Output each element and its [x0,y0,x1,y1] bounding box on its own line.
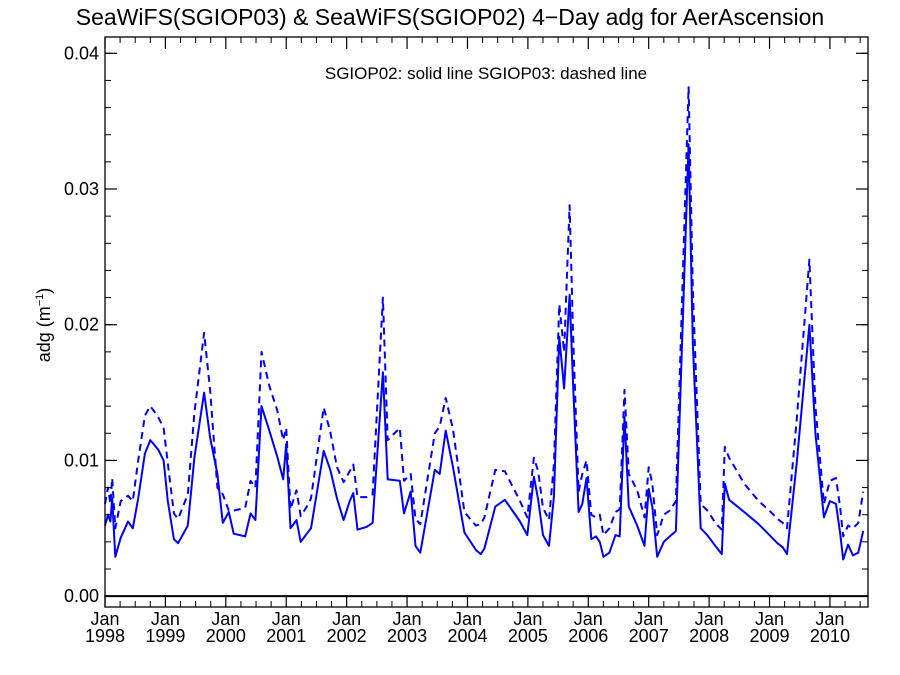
plot-frame [104,36,869,608]
x-tick-label-year: 2003 [387,626,427,646]
y-tick-label: 0.01 [64,450,99,470]
x-tick-label-month: Jan [815,609,844,629]
x-tick-label-month: Jan [513,609,542,629]
y-tick-label: 0.03 [64,179,99,199]
x-tick-label-month: Jan [453,609,482,629]
x-tick-label-month: Jan [574,609,603,629]
x-tick-label-month: Jan [211,609,240,629]
y-axis-label-text: adg (m [34,306,54,362]
y-axis-label-close: ) [34,288,54,294]
x-tick-label-year: 2006 [568,626,608,646]
series-layer [104,86,865,561]
series-line-sgiop03 [104,86,865,538]
x-tick-label-year: 2004 [447,626,487,646]
x-tick-label-year: 2002 [327,626,367,646]
y-axis-label-superscript: −1 [34,294,46,307]
y-tick-label: 0.00 [64,586,99,606]
x-tick-label-month: Jan [151,609,180,629]
x-tick-label-month: Jan [332,609,361,629]
tick-layer: 0.000.010.020.030.04Jan1998Jan1999Jan200… [64,37,868,646]
x-tick-label-year: 1998 [85,626,125,646]
x-tick-label-month: Jan [695,609,724,629]
x-tick-label-year: 2008 [689,626,729,646]
x-tick-label-year: 2007 [629,626,669,646]
x-tick-label-year: 2010 [810,626,850,646]
x-tick-label-month: Jan [393,609,422,629]
x-tick-label-month: Jan [755,609,784,629]
y-tick-label: 0.02 [64,315,99,335]
x-tick-label-year: 2009 [750,626,790,646]
x-tick-label-year: 2001 [266,626,306,646]
x-tick-label-year: 2000 [206,626,246,646]
y-axis-label: adg (m−1) [34,288,54,363]
x-tick-label-year: 2005 [508,626,548,646]
y-tick-label: 0.04 [64,43,99,63]
x-tick-label-year: 1999 [145,626,185,646]
x-tick-label-month: Jan [90,609,119,629]
x-tick-label-month: Jan [634,609,663,629]
x-tick-label-month: Jan [272,609,301,629]
chart-title: SeaWiFS(SGIOP03) & SeaWiFS(SGIOP02) 4−Da… [76,4,824,30]
series-line-sgiop02 [104,143,865,561]
legend-note: SGIOP02: solid line SGIOP03: dashed line [325,64,647,83]
